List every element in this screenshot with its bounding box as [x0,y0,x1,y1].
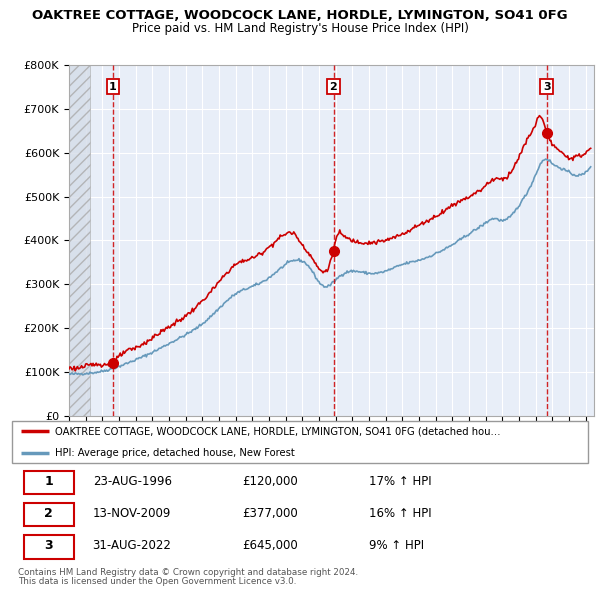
Text: 23-AUG-1996: 23-AUG-1996 [92,475,172,488]
FancyBboxPatch shape [12,421,588,463]
Bar [69,65,90,416]
FancyBboxPatch shape [23,503,74,526]
Text: OAKTREE COTTAGE, WOODCOCK LANE, HORDLE, LYMINGTON, SO41 0FG: OAKTREE COTTAGE, WOODCOCK LANE, HORDLE, … [32,9,568,22]
Text: 16% ↑ HPI: 16% ↑ HPI [369,507,432,520]
Text: 3: 3 [543,82,550,92]
Text: £377,000: £377,000 [242,507,298,520]
Text: 2: 2 [44,507,53,520]
Text: HPI: Average price, detached house, New Forest: HPI: Average price, detached house, New … [55,448,295,457]
Text: Price paid vs. HM Land Registry's House Price Index (HPI): Price paid vs. HM Land Registry's House … [131,22,469,35]
FancyBboxPatch shape [23,535,74,559]
FancyBboxPatch shape [23,471,74,494]
Text: £645,000: £645,000 [242,539,298,552]
Text: 1: 1 [109,82,117,92]
Text: 3: 3 [44,539,53,552]
Text: 13-NOV-2009: 13-NOV-2009 [92,507,171,520]
Text: 17% ↑ HPI: 17% ↑ HPI [369,475,432,488]
Text: This data is licensed under the Open Government Licence v3.0.: This data is licensed under the Open Gov… [18,577,296,586]
Text: £120,000: £120,000 [242,475,298,488]
Text: 1: 1 [44,475,53,488]
Text: 31-AUG-2022: 31-AUG-2022 [92,539,172,552]
Text: 2: 2 [329,82,337,92]
Text: Contains HM Land Registry data © Crown copyright and database right 2024.: Contains HM Land Registry data © Crown c… [18,568,358,576]
Text: 9% ↑ HPI: 9% ↑ HPI [369,539,424,552]
Text: OAKTREE COTTAGE, WOODCOCK LANE, HORDLE, LYMINGTON, SO41 0FG (detached hou…: OAKTREE COTTAGE, WOODCOCK LANE, HORDLE, … [55,427,500,436]
